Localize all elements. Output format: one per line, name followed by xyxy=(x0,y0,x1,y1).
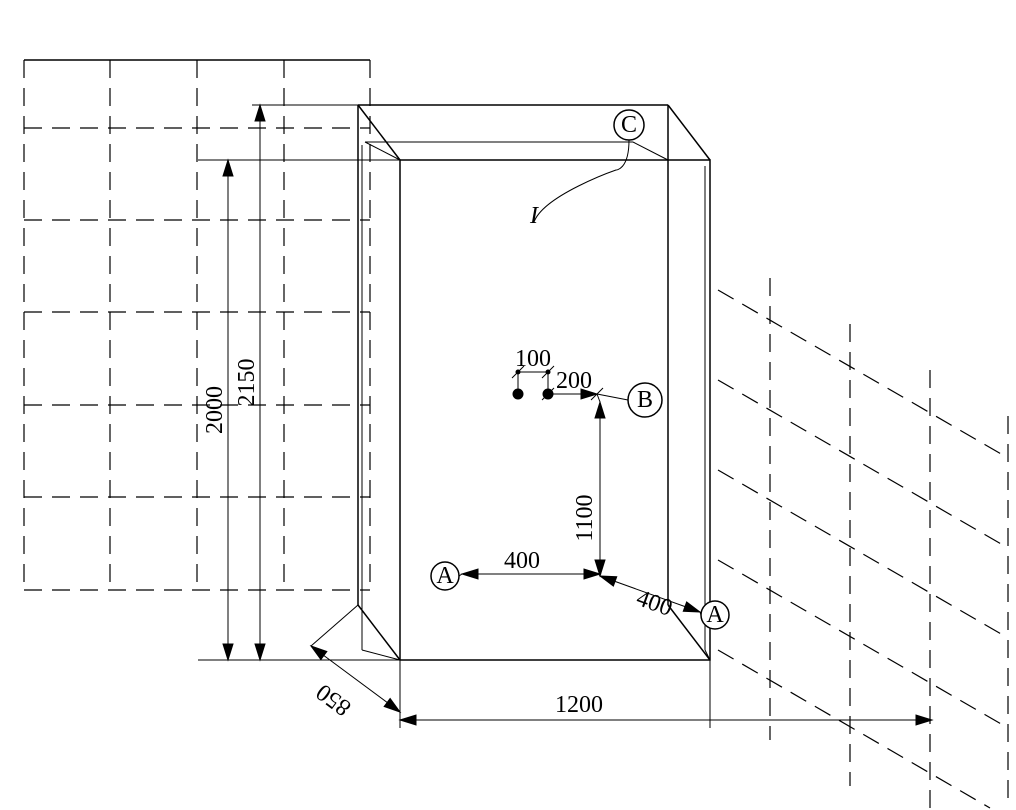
dimensions: 20002150 1200 850 100200 400 400 1100 xyxy=(198,105,932,728)
svg-text:C: C xyxy=(621,112,637,138)
label-I: I xyxy=(529,203,539,229)
svg-text:200: 200 xyxy=(556,368,592,394)
svg-text:1200: 1200 xyxy=(555,692,603,718)
svg-text:100: 100 xyxy=(515,346,551,372)
cabinet-box xyxy=(358,105,710,660)
svg-text:A: A xyxy=(436,563,454,589)
node-B: B xyxy=(628,383,662,417)
left-grid xyxy=(24,60,370,590)
svg-text:400: 400 xyxy=(504,548,540,574)
svg-text:A: A xyxy=(706,602,724,628)
right-grid xyxy=(718,278,1008,808)
svg-text:850: 850 xyxy=(312,678,356,720)
node-C: C xyxy=(614,110,644,140)
svg-text:2000: 2000 xyxy=(202,386,228,434)
svg-text:400: 400 xyxy=(633,585,676,622)
node-A-left: A xyxy=(431,562,459,590)
svg-text:2150: 2150 xyxy=(234,359,260,407)
svg-text:1100: 1100 xyxy=(572,494,598,541)
svg-text:B: B xyxy=(637,387,653,413)
node-A-right: A xyxy=(701,601,729,629)
